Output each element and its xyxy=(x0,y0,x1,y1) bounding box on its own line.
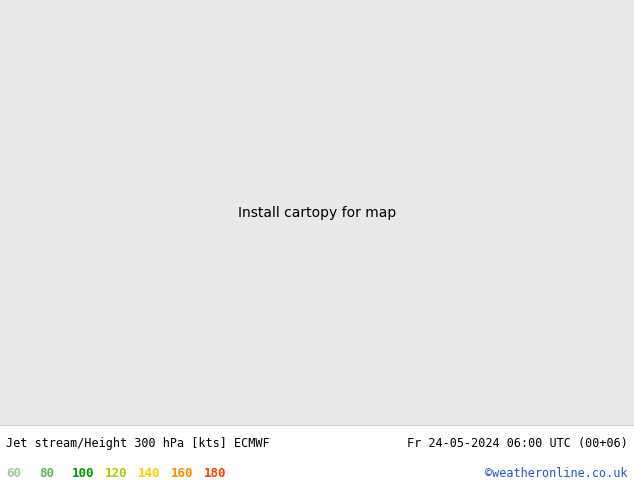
Text: ©weatheronline.co.uk: ©weatheronline.co.uk xyxy=(485,467,628,480)
Text: 60: 60 xyxy=(6,467,22,480)
Text: 140: 140 xyxy=(138,467,160,480)
Text: Fr 24-05-2024 06:00 UTC (00+06): Fr 24-05-2024 06:00 UTC (00+06) xyxy=(407,437,628,450)
Text: 180: 180 xyxy=(204,467,226,480)
Text: 100: 100 xyxy=(72,467,94,480)
Text: 80: 80 xyxy=(39,467,55,480)
Text: 120: 120 xyxy=(105,467,127,480)
FancyBboxPatch shape xyxy=(0,425,634,490)
Text: Install cartopy for map: Install cartopy for map xyxy=(238,206,396,220)
Text: Jet stream/Height 300 hPa [kts] ECMWF: Jet stream/Height 300 hPa [kts] ECMWF xyxy=(6,437,270,450)
Text: 160: 160 xyxy=(171,467,193,480)
